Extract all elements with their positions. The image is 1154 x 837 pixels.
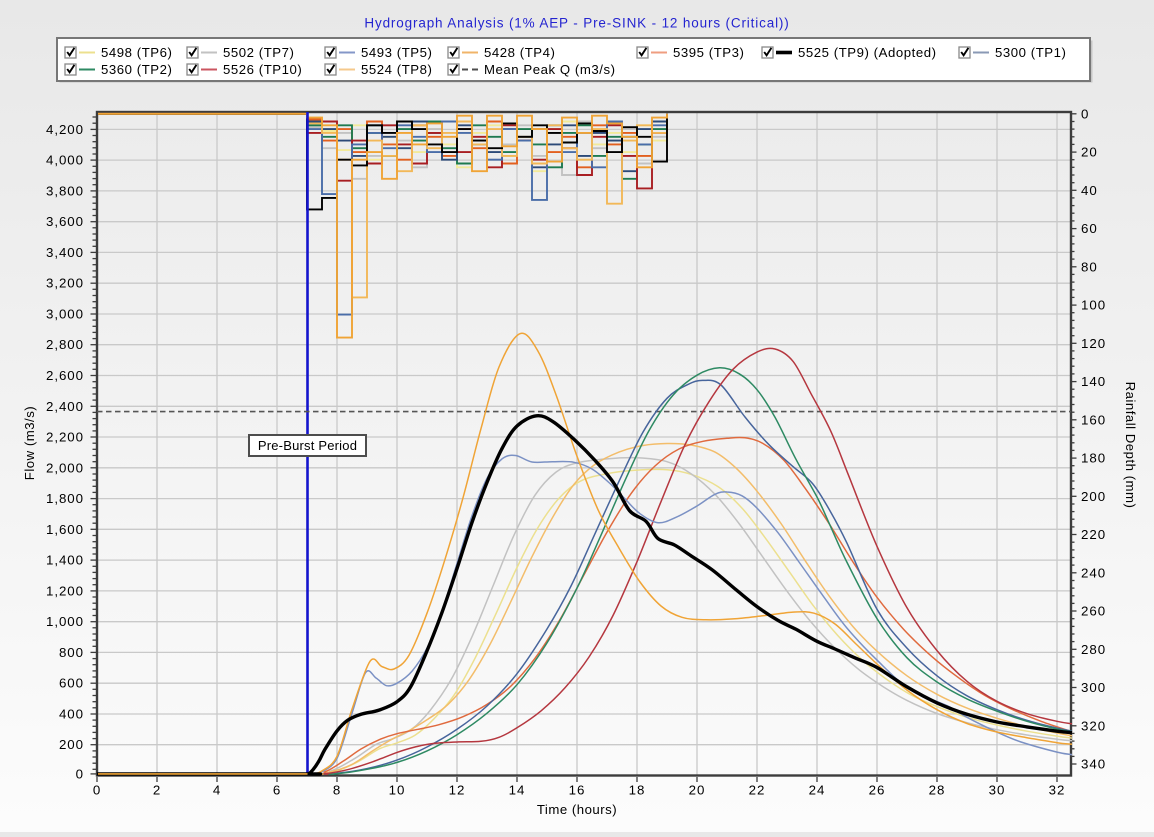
svg-text:40: 40 — [1081, 183, 1098, 198]
svg-text:Hydrograph Analysis (1% AEP -: Hydrograph Analysis (1% AEP - Pre-SINK -… — [364, 16, 789, 31]
svg-text:8: 8 — [333, 783, 341, 798]
svg-text:5525 (TP9) (Adopted): 5525 (TP9) (Adopted) — [798, 45, 937, 60]
svg-text:3,400: 3,400 — [46, 245, 84, 260]
svg-text:2,400: 2,400 — [46, 399, 84, 414]
svg-text:3,200: 3,200 — [46, 276, 84, 291]
svg-text:32: 32 — [1049, 783, 1066, 798]
svg-text:120: 120 — [1081, 336, 1106, 351]
svg-text:2,600: 2,600 — [46, 368, 84, 383]
svg-text:10: 10 — [389, 783, 406, 798]
svg-text:22: 22 — [749, 783, 766, 798]
svg-text:4,200: 4,200 — [46, 122, 84, 137]
svg-text:3,600: 3,600 — [46, 214, 84, 229]
svg-text:800: 800 — [59, 645, 84, 660]
svg-text:Mean Peak Q (m3/s): Mean Peak Q (m3/s) — [484, 62, 616, 77]
svg-text:5300 (TP1): 5300 (TP1) — [995, 45, 1066, 60]
svg-text:6: 6 — [273, 783, 281, 798]
svg-text:340: 340 — [1081, 757, 1106, 772]
svg-text:200: 200 — [59, 737, 84, 752]
svg-text:24: 24 — [809, 783, 826, 798]
svg-text:80: 80 — [1081, 259, 1098, 274]
svg-text:18: 18 — [629, 783, 646, 798]
svg-text:2,200: 2,200 — [46, 430, 84, 445]
svg-text:1,200: 1,200 — [46, 583, 84, 598]
svg-text:2,800: 2,800 — [46, 337, 84, 352]
svg-text:5493 (TP5): 5493 (TP5) — [361, 45, 432, 60]
svg-text:5360 (TP2): 5360 (TP2) — [101, 62, 172, 77]
svg-text:260: 260 — [1081, 604, 1106, 619]
svg-text:100: 100 — [1081, 298, 1106, 313]
svg-text:240: 240 — [1081, 565, 1106, 580]
svg-text:Pre-Burst Period: Pre-Burst Period — [258, 438, 357, 453]
svg-text:4,000: 4,000 — [46, 153, 84, 168]
svg-text:5502 (TP7): 5502 (TP7) — [223, 45, 294, 60]
svg-text:2,000: 2,000 — [46, 460, 84, 475]
svg-text:1,400: 1,400 — [46, 553, 84, 568]
svg-text:140: 140 — [1081, 374, 1106, 389]
svg-text:26: 26 — [869, 783, 886, 798]
svg-text:20: 20 — [689, 783, 706, 798]
svg-text:20: 20 — [1081, 145, 1098, 160]
svg-text:1,000: 1,000 — [46, 614, 84, 629]
svg-text:600: 600 — [59, 676, 84, 691]
svg-text:220: 220 — [1081, 527, 1106, 542]
svg-text:0: 0 — [93, 783, 101, 798]
svg-text:0: 0 — [76, 766, 84, 781]
svg-text:3,000: 3,000 — [46, 307, 84, 322]
svg-text:280: 280 — [1081, 642, 1106, 657]
svg-text:30: 30 — [989, 783, 1006, 798]
svg-text:60: 60 — [1081, 221, 1098, 236]
svg-text:Flow (m3/s): Flow (m3/s) — [22, 406, 37, 480]
svg-text:16: 16 — [569, 783, 586, 798]
svg-text:0: 0 — [1081, 106, 1089, 121]
svg-text:5395 (TP3): 5395 (TP3) — [673, 45, 744, 60]
svg-text:Time (hours): Time (hours) — [537, 802, 617, 817]
svg-text:180: 180 — [1081, 451, 1106, 466]
svg-text:1,800: 1,800 — [46, 491, 84, 506]
svg-text:300: 300 — [1081, 680, 1106, 695]
svg-text:400: 400 — [59, 707, 84, 722]
svg-text:2: 2 — [153, 783, 161, 798]
svg-text:28: 28 — [929, 783, 946, 798]
svg-text:4: 4 — [213, 783, 221, 798]
svg-text:12: 12 — [449, 783, 466, 798]
svg-text:5526 (TP10): 5526 (TP10) — [223, 62, 302, 77]
svg-text:14: 14 — [509, 783, 526, 798]
svg-text:5498 (TP6): 5498 (TP6) — [101, 45, 172, 60]
svg-text:1,600: 1,600 — [46, 522, 84, 537]
svg-text:320: 320 — [1081, 718, 1106, 733]
svg-text:160: 160 — [1081, 412, 1106, 427]
svg-text:Rainfall Depth (mm): Rainfall Depth (mm) — [1123, 382, 1138, 509]
svg-text:200: 200 — [1081, 489, 1106, 504]
svg-text:5428 (TP4): 5428 (TP4) — [484, 45, 555, 60]
svg-text:3,800: 3,800 — [46, 183, 84, 198]
svg-text:5524 (TP8): 5524 (TP8) — [361, 62, 432, 77]
